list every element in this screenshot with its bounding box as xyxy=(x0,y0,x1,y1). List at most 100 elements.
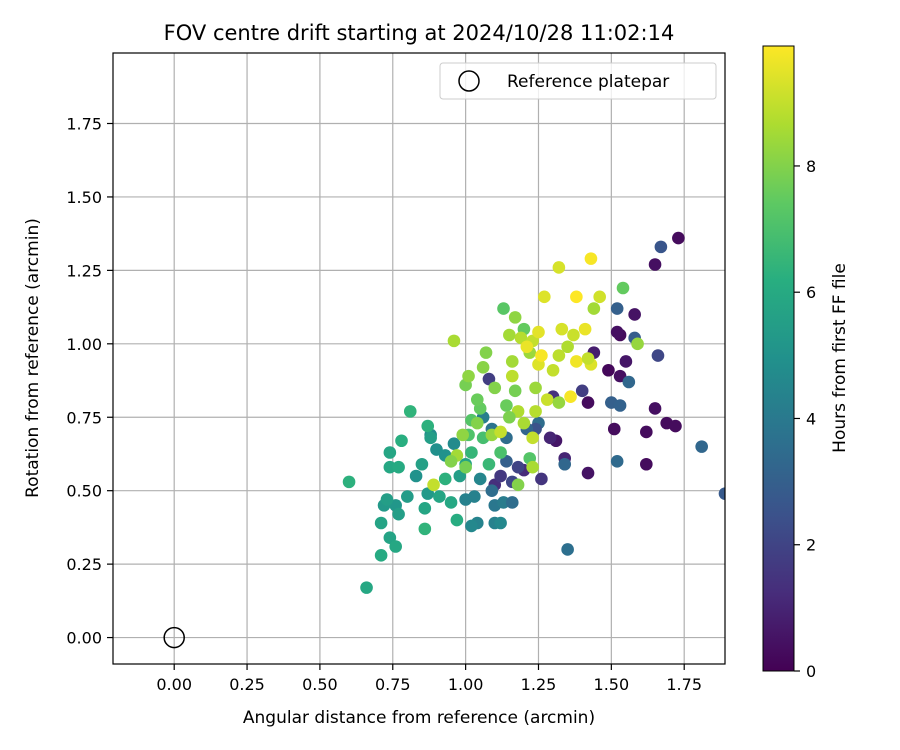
data-point xyxy=(529,381,542,395)
data-point xyxy=(628,308,641,321)
data-point xyxy=(546,363,560,377)
data-point xyxy=(403,405,417,418)
data-point xyxy=(342,475,356,489)
data-point xyxy=(497,496,510,509)
data-point xyxy=(602,363,615,377)
data-point xyxy=(494,425,507,439)
y-tick-label: 0.00 xyxy=(66,629,102,648)
data-point xyxy=(459,460,472,474)
x-tick-label: 0.75 xyxy=(375,675,411,694)
scatter-points xyxy=(342,231,725,594)
x-axis-ticks: 0.00 0.25 0.50 0.75 1.00 1.25 1.50 1.75 xyxy=(156,664,702,694)
data-point xyxy=(418,522,432,536)
data-point xyxy=(488,381,502,395)
data-point xyxy=(520,340,534,354)
data-point xyxy=(505,496,519,509)
legend: Reference platepar xyxy=(439,62,717,100)
colorbar: 0 2 4 6 8 Hours from first FF file xyxy=(762,45,850,681)
data-point xyxy=(383,460,397,474)
data-point xyxy=(535,472,548,486)
y-tick-label: 0.50 xyxy=(66,482,102,501)
data-point xyxy=(505,355,519,368)
colorbar-tick-label: 2 xyxy=(806,536,816,555)
data-point xyxy=(567,328,580,342)
data-point xyxy=(593,290,606,304)
data-point xyxy=(401,490,414,503)
y-tick-label: 1.50 xyxy=(66,188,102,207)
data-point xyxy=(465,446,478,459)
data-point xyxy=(508,311,522,324)
data-point xyxy=(648,258,662,271)
data-point xyxy=(418,502,432,515)
data-point xyxy=(543,431,557,445)
data-point xyxy=(479,346,493,359)
data-point xyxy=(718,487,725,500)
data-point xyxy=(526,460,539,474)
data-point xyxy=(505,369,519,383)
data-point xyxy=(535,349,548,362)
data-point xyxy=(456,428,470,442)
y-axis-label: Rotation from reference (arcmin) xyxy=(23,218,43,498)
data-point xyxy=(651,349,665,362)
data-point xyxy=(570,290,583,304)
data-point xyxy=(695,440,708,453)
data-point xyxy=(613,399,627,412)
data-point xyxy=(610,455,624,468)
x-tick-label: 0.25 xyxy=(229,675,265,694)
data-point xyxy=(511,460,525,474)
data-point xyxy=(561,543,574,556)
y-tick-label: 1.25 xyxy=(66,261,102,280)
legend-marker xyxy=(458,70,480,92)
data-point xyxy=(552,261,566,274)
data-point xyxy=(640,425,653,439)
data-point xyxy=(552,349,566,362)
data-point xyxy=(584,252,598,265)
legend-box xyxy=(439,62,717,100)
colorbar-gradient xyxy=(762,45,795,672)
data-point xyxy=(473,472,487,486)
x-tick-label: 1.75 xyxy=(666,675,702,694)
data-point xyxy=(485,484,499,497)
data-point xyxy=(669,419,682,433)
data-point xyxy=(648,402,662,415)
data-point xyxy=(532,325,545,339)
data-point xyxy=(561,340,574,354)
data-point xyxy=(389,540,402,553)
y-tick-label: 1.75 xyxy=(66,115,102,134)
data-point xyxy=(470,393,484,406)
data-point xyxy=(538,290,551,304)
y-tick-label: 0.75 xyxy=(66,408,102,427)
data-point xyxy=(497,302,510,315)
data-point xyxy=(470,416,484,430)
data-point xyxy=(552,396,566,409)
data-point xyxy=(444,496,458,509)
data-point xyxy=(392,460,405,474)
data-point xyxy=(581,352,595,365)
colorbar-ticks: 0 2 4 6 8 xyxy=(794,157,816,681)
data-point xyxy=(511,478,525,492)
data-point xyxy=(575,384,589,398)
chart-title: FOV centre drift starting at 2024/10/28 … xyxy=(164,21,675,45)
data-point xyxy=(462,369,475,383)
data-point xyxy=(508,384,522,398)
colorbar-label: Hours from first FF file xyxy=(830,263,850,453)
data-point xyxy=(581,396,595,409)
x-axis-label: Angular distance from reference (arcmin) xyxy=(243,708,595,728)
data-point xyxy=(482,457,496,471)
data-point xyxy=(578,322,592,336)
data-point xyxy=(503,328,516,342)
data-point xyxy=(421,419,435,433)
data-point xyxy=(409,469,423,483)
data-point xyxy=(424,431,437,445)
y-axis-ticks: 0.00 0.25 0.50 0.75 1.00 1.25 1.50 1.75 xyxy=(66,115,113,648)
y-tick-label: 1.00 xyxy=(66,335,102,354)
x-tick-label: 1.50 xyxy=(594,675,630,694)
data-point xyxy=(517,416,531,430)
data-point xyxy=(465,519,478,533)
data-point xyxy=(380,493,394,506)
data-point xyxy=(631,337,644,351)
reference-platepar-marker xyxy=(163,626,185,649)
data-point xyxy=(540,393,554,406)
data-point xyxy=(570,355,583,368)
